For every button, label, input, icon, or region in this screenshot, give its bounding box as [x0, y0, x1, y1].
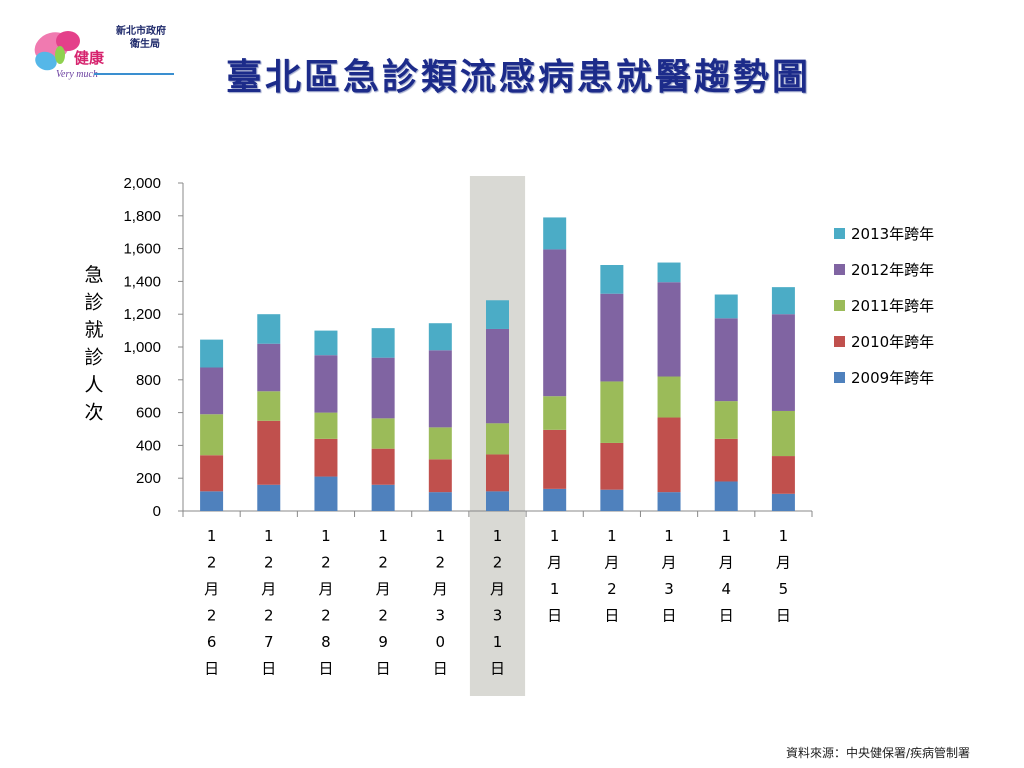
- bar-segment: [771, 287, 795, 315]
- bar-segment: [600, 442, 624, 490]
- bar-segment: [771, 314, 795, 411]
- logo-org-line2: 衛生局: [130, 39, 160, 50]
- y-tick-label: 1,600: [123, 241, 161, 258]
- y-tick-label: 0: [153, 503, 161, 520]
- legend-swatch: [834, 228, 845, 239]
- legend-swatch: [834, 300, 845, 311]
- bar-segment: [314, 476, 338, 511]
- page-title: 臺北區急診類流感病患就醫趨勢圖: [226, 56, 812, 98]
- legend-label: 2011年跨年: [851, 297, 934, 315]
- y-tick-label: 800: [136, 372, 161, 389]
- logo-brand-text: 健康: [74, 49, 105, 67]
- bar-segment: [371, 418, 395, 449]
- bar-segment: [657, 262, 681, 283]
- bar-segment: [428, 350, 452, 428]
- logo-org-line1: 新北市政府: [116, 26, 166, 37]
- bar-segment: [486, 454, 509, 492]
- logo-org-name: 新北市政府 衛生局: [116, 25, 166, 51]
- legend-label: 2012年跨年: [851, 261, 934, 279]
- bar-segment: [314, 412, 338, 439]
- bar-segment: [314, 330, 338, 356]
- y-tick-label: 1,400: [123, 273, 161, 290]
- bar-segment: [771, 493, 795, 511]
- bar-segment: [543, 217, 567, 250]
- y-axis-title: 急診就診人次: [84, 264, 103, 424]
- bar-segment: [257, 343, 281, 392]
- y-tick-label: 1,200: [123, 306, 161, 323]
- bar-segment: [543, 396, 567, 430]
- bar-segment: [428, 459, 452, 493]
- bar-segment: [771, 410, 795, 457]
- bar-segment: [486, 300, 509, 329]
- bar-segment: [714, 438, 738, 482]
- y-tick-label: 1,000: [123, 339, 161, 356]
- bar-segment: [657, 376, 681, 418]
- bar-segment: [371, 328, 395, 358]
- bar-segment: [714, 294, 738, 319]
- legend-swatch: [834, 264, 845, 275]
- bar-segment: [486, 491, 509, 511]
- bar-segment: [200, 491, 224, 511]
- bar-segment: [657, 417, 681, 493]
- legend-swatch: [834, 372, 845, 383]
- y-tick-label: 1,800: [123, 208, 161, 225]
- bar-segment: [486, 423, 509, 455]
- y-tick-label: 2,000: [123, 175, 161, 192]
- bar-segment: [200, 339, 224, 368]
- bar-segment: [714, 318, 738, 402]
- bar-segment: [428, 492, 452, 511]
- bar-segment: [371, 448, 395, 485]
- bar-segment: [714, 401, 738, 439]
- bar-segment: [200, 414, 224, 456]
- legend-label: 2013年跨年: [851, 225, 934, 243]
- bar-segment: [600, 489, 624, 511]
- bar-segment: [600, 293, 624, 382]
- bar-segment: [543, 429, 567, 489]
- bar-segment: [371, 357, 395, 419]
- bar-segment: [314, 438, 338, 477]
- y-tick-label: 400: [136, 437, 161, 454]
- bar-segment: [314, 355, 338, 413]
- bar-segment: [543, 488, 567, 511]
- bar-segment: [257, 314, 281, 344]
- bar-segment: [371, 484, 395, 511]
- legend-label: 2009年跨年: [851, 369, 934, 387]
- bar-segment: [257, 420, 281, 485]
- bar-segment: [428, 323, 452, 351]
- bar-segment: [657, 282, 681, 377]
- bar-segment: [714, 481, 738, 511]
- y-tick-label: 200: [136, 470, 161, 487]
- bar-segment: [657, 492, 681, 511]
- bar-segment: [200, 455, 224, 492]
- bar-segment: [257, 484, 281, 511]
- legend-swatch: [834, 336, 845, 347]
- y-tick-label: 600: [136, 405, 161, 422]
- bar-segment: [600, 381, 624, 443]
- butterfly-logo-icon: 健康 Very much: [34, 31, 174, 80]
- bar-segment: [600, 265, 624, 294]
- bar-segment: [200, 367, 224, 415]
- bar-segment: [428, 427, 452, 460]
- bar-segment: [771, 456, 795, 494]
- bar-segment: [486, 328, 509, 424]
- logo-tagline: Very much: [56, 69, 98, 80]
- chart-legend: 2013年跨年 2012年跨年 2011年跨年 2010年跨年 2009年跨年: [834, 225, 934, 387]
- legend-label: 2010年跨年: [851, 333, 934, 351]
- bar-segment: [257, 391, 281, 421]
- data-source-note: 資料來源：中央健保署/疾病管制署: [785, 746, 970, 760]
- health-bureau-logo: 健康 Very much 新北市政府 衛生局: [30, 25, 180, 85]
- bar-segment: [543, 249, 567, 397]
